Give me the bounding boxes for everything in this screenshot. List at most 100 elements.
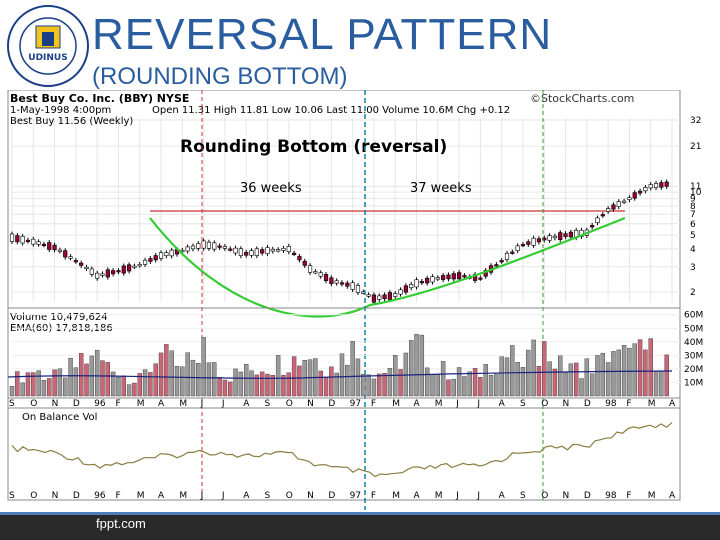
x-tick-label: S [520,491,526,501]
price-candle [25,239,31,242]
x-tick-label: 98 [605,399,617,409]
price-tick-label: 32 [690,116,701,126]
volume-bar [510,345,515,397]
volume-bar [611,351,616,397]
price-candle [57,249,63,252]
stockcharts-watermark: ©StockCharts.com [530,92,634,105]
price-candle [659,182,664,188]
volume-bar [243,364,249,397]
chart-frame [7,89,681,501]
volume-bar [329,366,334,397]
price-candle [382,294,387,300]
price-candle [307,265,313,273]
volume-bar [94,349,100,397]
price-candle [558,232,563,240]
x-tick-label: A [414,491,421,501]
x-tick-label: O [286,491,293,501]
volume-bar [259,371,265,397]
volume-bar [547,361,552,397]
volume-bar [148,372,153,397]
x-tick-label: D [73,491,80,501]
price-candle [68,256,73,259]
volume-bar [206,362,212,397]
price-candle [403,285,408,293]
x-tick-label: M [392,491,400,501]
price-candle [190,245,196,250]
x-tick-label: F [371,399,376,409]
volume-bar [361,373,366,397]
volume-bar [435,373,441,397]
price-candle [648,184,653,189]
price-candle [286,246,291,252]
volume-bar [228,381,233,397]
volume-bar [323,376,329,397]
price-candle [73,260,78,263]
x-tick-label: D [584,491,591,501]
x-tick-label: A [669,491,676,501]
volume-bar [41,379,47,397]
price-tick-label: 4 [690,245,696,255]
price-candle [579,229,584,237]
volume-bar [169,350,174,397]
x-tick-label: D [584,399,591,409]
price-candle [41,243,47,246]
price-candle [621,200,627,203]
volume-bar [345,364,350,397]
price-candle [116,270,121,273]
x-tick-label: 97 [350,399,361,409]
slide-title: REVERSAL PATTERN [92,10,553,59]
price-candle [206,241,212,249]
volume-bar [515,362,520,397]
price-candle [350,282,355,290]
x-tick-label: A [499,399,506,409]
volume-bar [36,370,41,397]
footer-strip [0,512,720,515]
volume-bar [366,374,371,397]
x-tick-label: J [476,491,480,501]
price-candle [222,246,228,249]
price-candle [510,251,515,254]
x-tick-label: 97 [350,491,361,501]
volume-bar [605,362,611,397]
price-candle [387,292,393,300]
volume-bar [589,373,595,397]
x-tick-label: M [648,399,656,409]
price-candle [414,279,419,288]
volume-bar [217,377,222,397]
volume-tick-label: 40M [684,338,703,348]
volume-tick-label: 10M [684,378,703,388]
price-candle [478,277,483,280]
price-candle [345,282,350,287]
price-candle [63,250,68,258]
x-tick-label: J [200,491,204,501]
obv-line [11,422,673,478]
x-tick-label: O [30,399,37,409]
volume-bar [291,356,297,397]
volume-bar [105,362,111,397]
volume-bar [185,352,190,397]
volume-bar [110,371,116,397]
price-candle [169,249,174,257]
price-candle [47,242,52,250]
price-candle [446,274,451,280]
volume-tick-label: 50M [684,324,703,334]
volume-bar [414,333,419,397]
x-tick-label: N [307,399,314,409]
x-tick-label: J [455,399,459,409]
volume-bar [621,345,627,397]
x-tick-label: A [414,399,421,409]
header-line1: Best Buy Co. Inc. (BBY) NYSE [10,92,189,105]
volume-bar [387,367,393,397]
university-logo: UDINUS [6,4,90,88]
x-tick-label: 98 [605,491,617,501]
volume-bar [355,358,361,397]
x-tick-label: F [626,491,631,501]
price-series [9,179,669,305]
price-candle [334,280,339,284]
x-tick-label: F [371,491,376,501]
volume-bar [573,362,579,397]
x-tick-label: J [476,399,480,409]
price-candle [366,294,371,297]
price-candle [148,258,153,262]
price-candle [600,214,605,217]
